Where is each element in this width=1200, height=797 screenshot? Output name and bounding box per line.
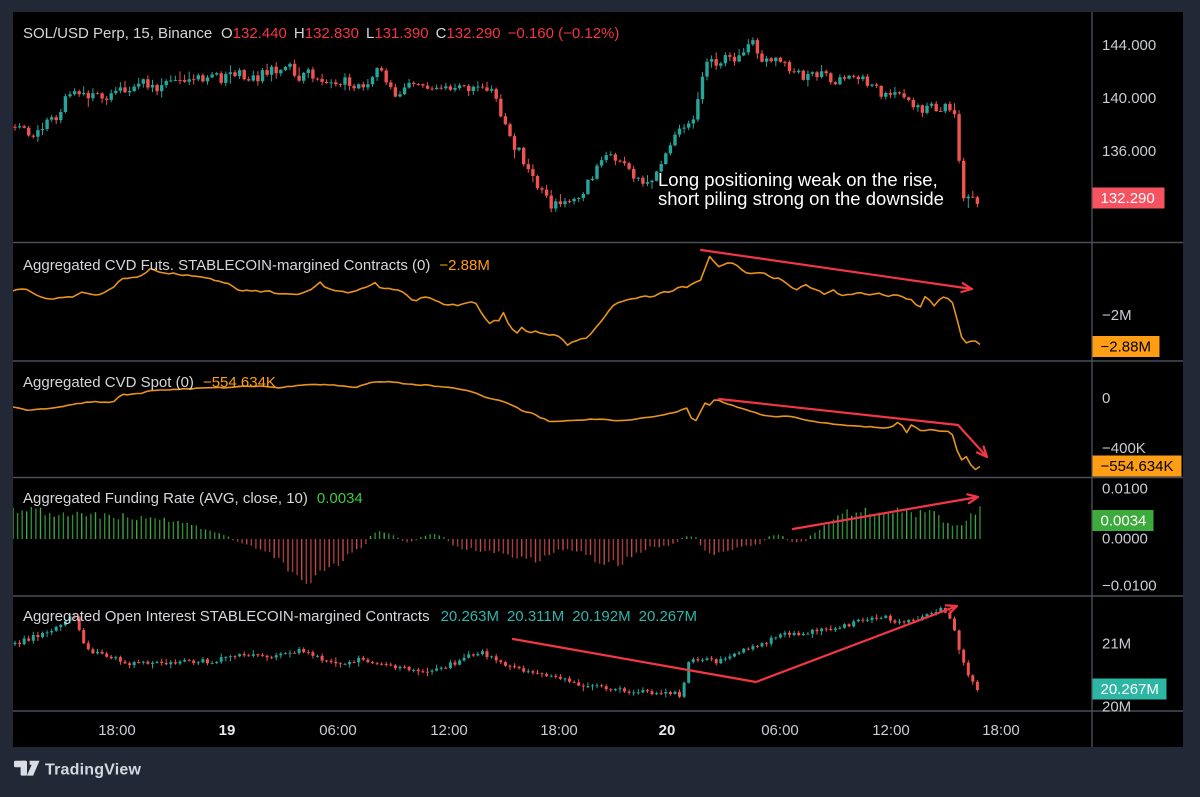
svg-text:0.0000: 0.0000 (1102, 531, 1148, 548)
svg-text:−2.88M: −2.88M (1101, 339, 1151, 356)
svg-text:132.290: 132.290 (1101, 190, 1155, 207)
svg-text:short piling strong on the dow: short piling strong on the downside (658, 188, 944, 209)
svg-text:18:00: 18:00 (982, 722, 1020, 739)
svg-text:0: 0 (1102, 390, 1110, 407)
svg-text:140.000: 140.000 (1102, 90, 1156, 107)
svg-text:06:00: 06:00 (319, 722, 357, 739)
svg-text:Long positioning weak on the r: Long positioning weak on the rise, (658, 169, 938, 190)
svg-text:21M: 21M (1102, 636, 1131, 653)
svg-text:20: 20 (659, 722, 676, 739)
svg-text:−2M: −2M (1102, 307, 1132, 324)
svg-text:Aggregated Funding Rate (AVG,: Aggregated Funding Rate (AVG, close, 10)… (23, 490, 363, 507)
svg-text:12:00: 12:00 (430, 722, 468, 739)
svg-text:18:00: 18:00 (98, 722, 136, 739)
svg-text:136.000: 136.000 (1102, 143, 1156, 160)
svg-text:0.0100: 0.0100 (1102, 481, 1148, 498)
svg-text:06:00: 06:00 (761, 722, 799, 739)
svg-text:−0.0100: −0.0100 (1102, 578, 1157, 595)
svg-text:−400K: −400K (1102, 440, 1146, 457)
svg-text:18:00: 18:00 (540, 722, 578, 739)
svg-text:12:00: 12:00 (872, 722, 910, 739)
svg-text:Aggregated CVD Futs. STABLECOI: Aggregated CVD Futs. STABLECOIN-margined… (23, 257, 490, 274)
svg-text:20.267M: 20.267M (1101, 681, 1159, 698)
svg-text:TradingView: TradingView (45, 762, 142, 779)
svg-text:Aggregated CVD Spot (0)−554.63: Aggregated CVD Spot (0) −554.634K (23, 374, 276, 391)
svg-text:−554.634K: −554.634K (1101, 458, 1174, 475)
svg-text:19: 19 (219, 722, 236, 739)
svg-text:144.000: 144.000 (1102, 37, 1156, 54)
svg-text:Aggregated Open Interest STABL: Aggregated Open Interest STABLECOIN-marg… (23, 608, 697, 625)
svg-text:0.0034: 0.0034 (1101, 513, 1147, 530)
svg-text:20M: 20M (1102, 699, 1131, 716)
